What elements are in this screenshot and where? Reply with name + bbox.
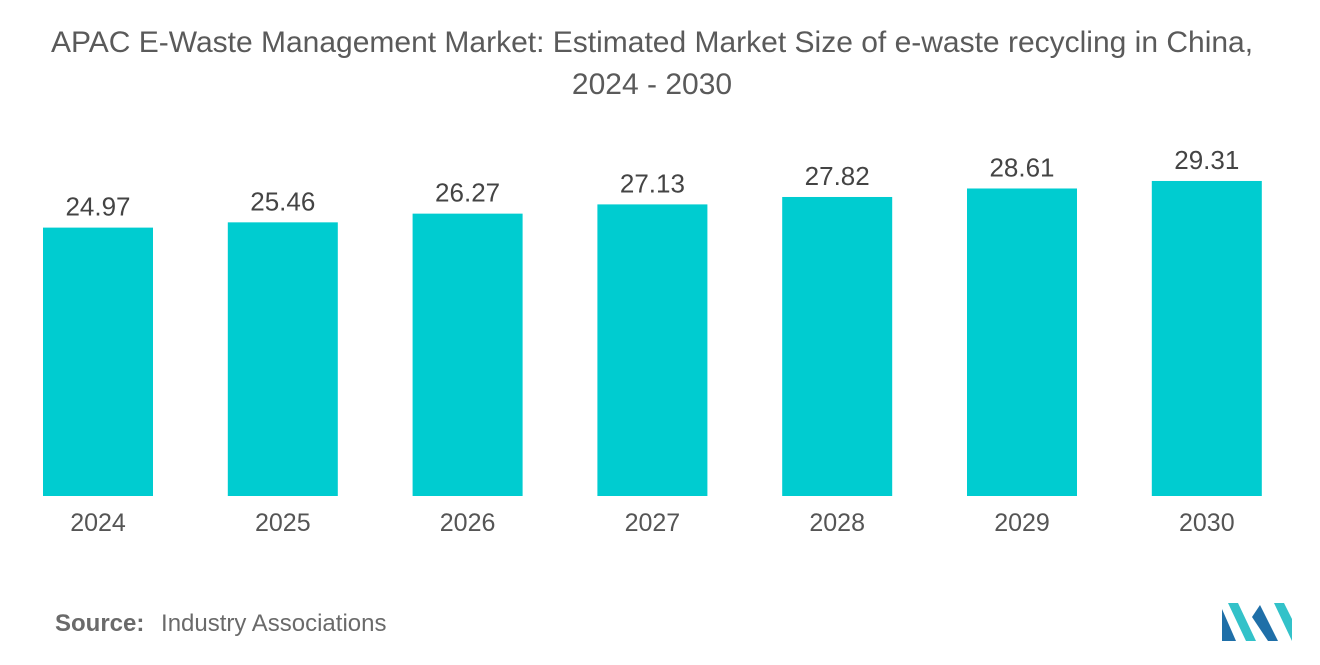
x-tick-label-2028: 2028 <box>809 509 865 537</box>
source-note: Source: Industry Associations <box>55 610 386 638</box>
value-labels-group: 24.97 25.46 26.27 27.13 27.82 28.61 29.31 <box>65 145 1239 222</box>
mordor-intelligence-logo-icon <box>1222 603 1292 641</box>
bar-2025 <box>227 222 338 496</box>
chart-subtitle: 2024 - 2030 <box>571 68 733 101</box>
bar-2029 <box>967 188 1077 496</box>
value-label-2029: 28.61 <box>989 152 1054 182</box>
value-label-2030: 29.31 <box>1174 145 1239 175</box>
x-tick-label-2030: 2030 <box>1179 509 1235 537</box>
x-tick-label-2024: 2024 <box>70 509 126 537</box>
bar-2024 <box>43 227 153 496</box>
chart-title: APAC E-Waste Management Market: Estimate… <box>0 22 1304 106</box>
value-label-2027: 27.13 <box>620 168 685 198</box>
bar-2030 <box>1151 180 1262 497</box>
x-tick-label-2029: 2029 <box>994 509 1050 537</box>
source-text: Industry Associations <box>161 610 387 637</box>
value-label-2028: 27.82 <box>805 161 870 191</box>
bar-2028 <box>782 196 893 496</box>
value-label-2026: 26.27 <box>435 178 500 208</box>
bar-2026 <box>412 213 523 496</box>
x-tick-label-2026: 2026 <box>440 509 496 537</box>
source-label: Source: <box>55 610 145 637</box>
x-axis-labels-group: 2024 2025 2026 2027 2028 2029 2030 <box>70 509 1234 537</box>
value-label-2025: 25.46 <box>250 186 315 216</box>
bar-2027 <box>597 204 708 496</box>
chart-title-line1: APAC E-Waste Management Market: Estimate… <box>50 26 1254 59</box>
x-tick-label-2025: 2025 <box>255 509 311 537</box>
bars-group <box>43 180 1262 497</box>
x-tick-label-2027: 2027 <box>625 509 681 537</box>
value-label-2024: 24.97 <box>65 192 130 222</box>
